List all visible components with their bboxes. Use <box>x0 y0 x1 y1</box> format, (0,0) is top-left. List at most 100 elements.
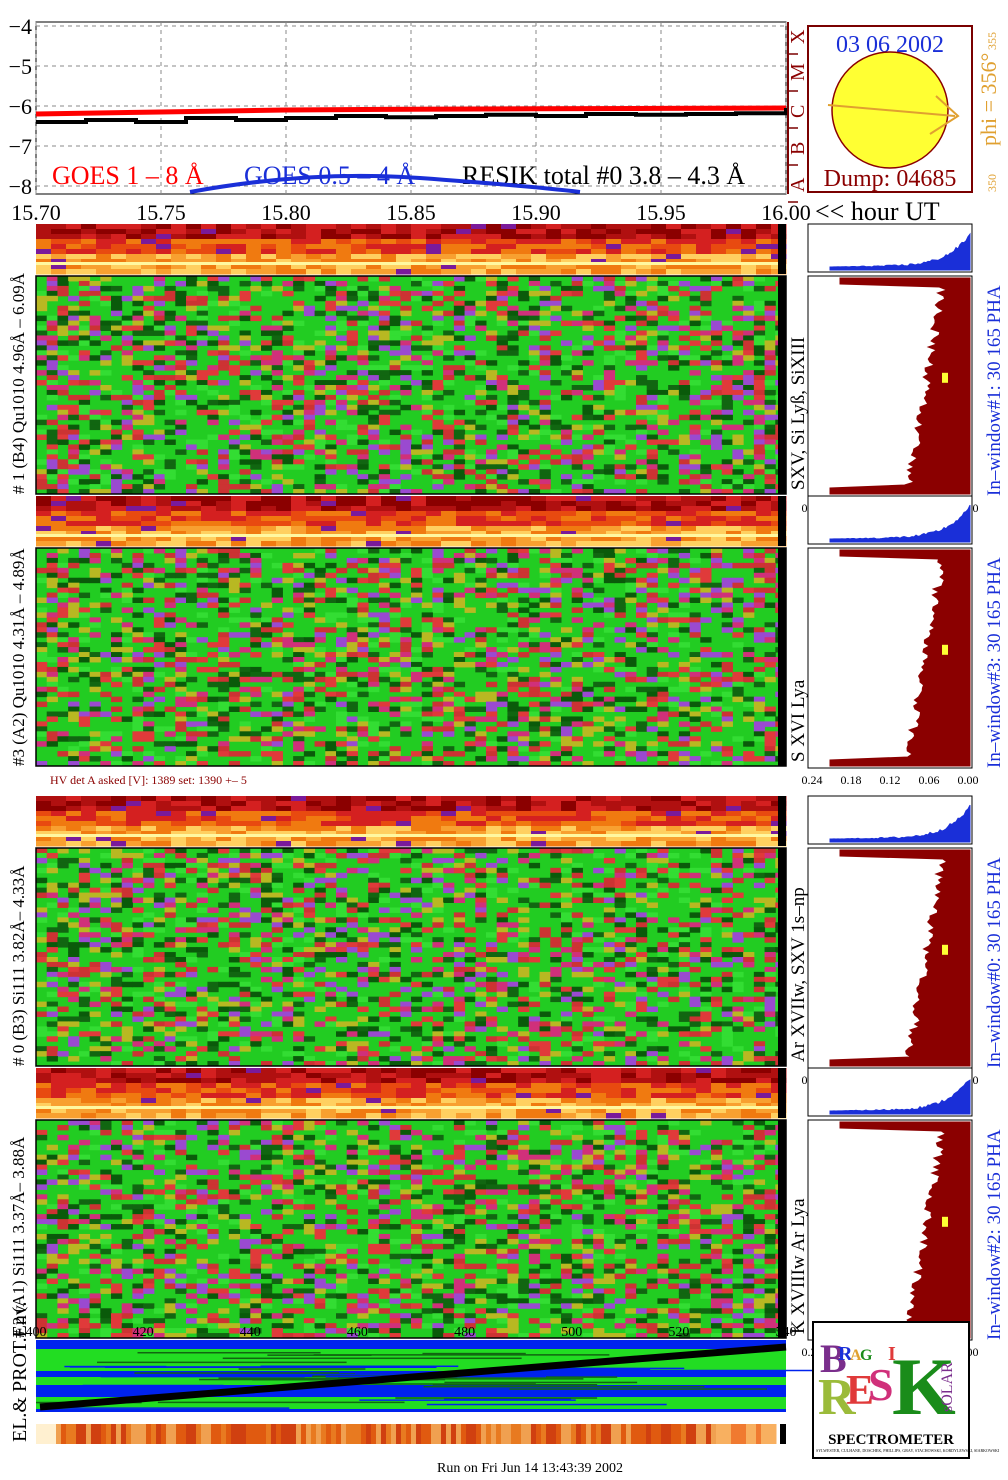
heat-cell <box>666 536 682 542</box>
spectrogram-cell <box>443 355 455 361</box>
heat-cell <box>651 526 667 532</box>
heat-cell <box>426 816 442 822</box>
spectrogram-cell <box>46 434 58 440</box>
heat-cell <box>456 821 472 827</box>
spectrogram-cell <box>700 464 712 470</box>
heat-cell <box>411 821 427 827</box>
heat-cell <box>501 816 517 822</box>
spectrogram-cell <box>36 315 48 322</box>
spectrogram-cell <box>464 582 476 589</box>
heat-cell <box>171 541 187 547</box>
spectrogram-cell <box>121 419 133 426</box>
heat-cell <box>246 249 262 255</box>
heat-cell <box>36 541 52 547</box>
spectrogram-cell <box>636 434 648 440</box>
heat-cell <box>261 801 277 807</box>
spectrogram-cell <box>561 567 573 574</box>
spectrogram-cell <box>164 602 176 608</box>
spectrogram-cell <box>743 459 755 465</box>
heat-cell <box>291 244 307 250</box>
spectrogram-cell <box>689 474 701 480</box>
spectrogram-cell <box>753 276 766 282</box>
spectrogram-cell <box>78 652 91 658</box>
spectrogram-cell <box>36 726 48 732</box>
spectrogram-cell <box>271 691 283 698</box>
heat-cell <box>201 259 217 265</box>
spectrogram-cell <box>293 345 305 351</box>
heat-cell <box>96 826 112 832</box>
heat-cell <box>501 501 517 507</box>
spectrogram-cell <box>550 394 562 401</box>
spectrogram-cell <box>218 290 230 297</box>
heat-cell <box>351 506 367 512</box>
spectrogram-cell <box>657 736 669 742</box>
spectrogram-cell <box>389 385 401 391</box>
spectrogram-cell <box>196 696 208 703</box>
spectrogram-cell <box>421 330 433 336</box>
spectrogram-cell <box>539 761 551 767</box>
heat-cell <box>96 521 112 527</box>
spectrogram-cell <box>603 597 616 603</box>
spectrogram-cell <box>378 567 391 574</box>
spectrogram-cell <box>689 761 701 767</box>
spectrogram-cell <box>293 597 305 603</box>
spectrogram-cell <box>68 557 80 564</box>
spectrogram-cell <box>100 652 112 658</box>
spectrogram-cell <box>486 459 498 465</box>
spectrogram-cell <box>721 385 733 391</box>
spectrogram-cell <box>764 557 776 564</box>
spectrogram-cell <box>550 315 562 322</box>
heat-cell <box>456 796 472 802</box>
heat-cell <box>576 244 592 250</box>
spectrogram-cell <box>46 572 58 579</box>
spectrogram-cell <box>732 424 744 431</box>
spectrogram-cell <box>196 469 208 475</box>
spectrogram-cell <box>753 315 766 322</box>
spectrogram-cell <box>303 365 316 371</box>
heat-cell <box>321 254 337 260</box>
heat-cell <box>66 811 82 817</box>
spectrogram-cell <box>603 721 616 727</box>
heat-cell <box>111 796 127 802</box>
spectrogram-cell <box>689 652 701 658</box>
spectrogram-cell <box>100 592 112 599</box>
spectrogram-cell <box>218 399 230 406</box>
heat-cell <box>426 234 442 240</box>
heat-cell <box>756 811 772 817</box>
heat-cell <box>711 501 727 507</box>
spectrogram-cell <box>657 464 669 470</box>
spectrogram-cell <box>518 360 530 366</box>
spectrogram-cell <box>153 380 166 386</box>
spectrogram-cell <box>496 429 508 436</box>
spectrogram-cell <box>207 280 219 287</box>
heat-cell <box>141 229 157 235</box>
heat-cell <box>471 521 487 527</box>
heat-cell <box>516 831 532 837</box>
spectrogram-cell <box>89 439 101 445</box>
spectrogram-cell <box>421 652 433 658</box>
spectrogram-cell <box>421 360 433 366</box>
spectrogram-cell <box>603 295 616 302</box>
spectrogram-cell <box>293 300 305 307</box>
spectrogram-cell <box>196 557 208 564</box>
spectrogram-cell <box>36 305 48 312</box>
spectrogram-cell <box>357 459 369 465</box>
spectrogram-cell <box>89 489 101 495</box>
spectrogram-cell <box>78 444 91 450</box>
spectrogram-cell <box>711 350 723 356</box>
spectrogram-cell <box>453 474 466 480</box>
spectrogram-cell <box>325 612 337 618</box>
spectrogram-cell <box>614 285 626 292</box>
heat-cell <box>141 821 157 827</box>
spectrogram-cell <box>411 469 423 475</box>
heat-cell <box>486 531 502 537</box>
spectrogram-cell <box>36 474 48 480</box>
spectrogram-cell <box>453 370 466 376</box>
heat-cell <box>441 506 457 512</box>
heat-cell <box>216 526 232 532</box>
spectrogram-cell <box>443 424 455 431</box>
spectrogram-cell <box>111 484 123 490</box>
spectrogram-cell <box>614 597 626 603</box>
spectrogram-cell <box>561 726 573 732</box>
spectrogram-cell <box>218 686 230 693</box>
